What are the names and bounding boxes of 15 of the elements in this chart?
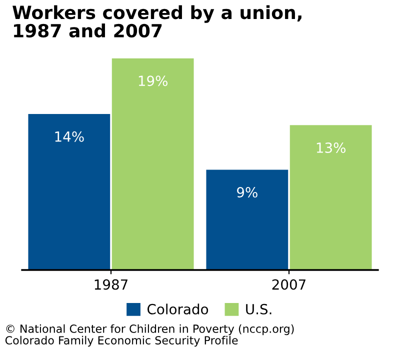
- bar: [206, 170, 288, 270]
- text: © National Center for Children in Poverty (nccp.org): [6, 324, 294, 336]
- data-label: 14%: [55, 131, 84, 142]
- bar: [112, 58, 194, 270]
- x-tick-label: 1987: [94, 279, 128, 290]
- data-label: 13%: [316, 142, 346, 153]
- data-label: 9%: [237, 187, 258, 198]
- legend-label: Colorado: [147, 304, 208, 314]
- chart-title: Workers covered by a union, 1987 and 2007: [12, 5, 302, 38]
- bar: [290, 125, 372, 270]
- bar: [28, 114, 110, 270]
- text: Colorado Family Economic Security Profile: [5, 336, 238, 347]
- x-tick-label: 2007: [272, 279, 306, 290]
- legend-label: U.S.: [246, 304, 272, 314]
- data-label: 19%: [138, 76, 168, 86]
